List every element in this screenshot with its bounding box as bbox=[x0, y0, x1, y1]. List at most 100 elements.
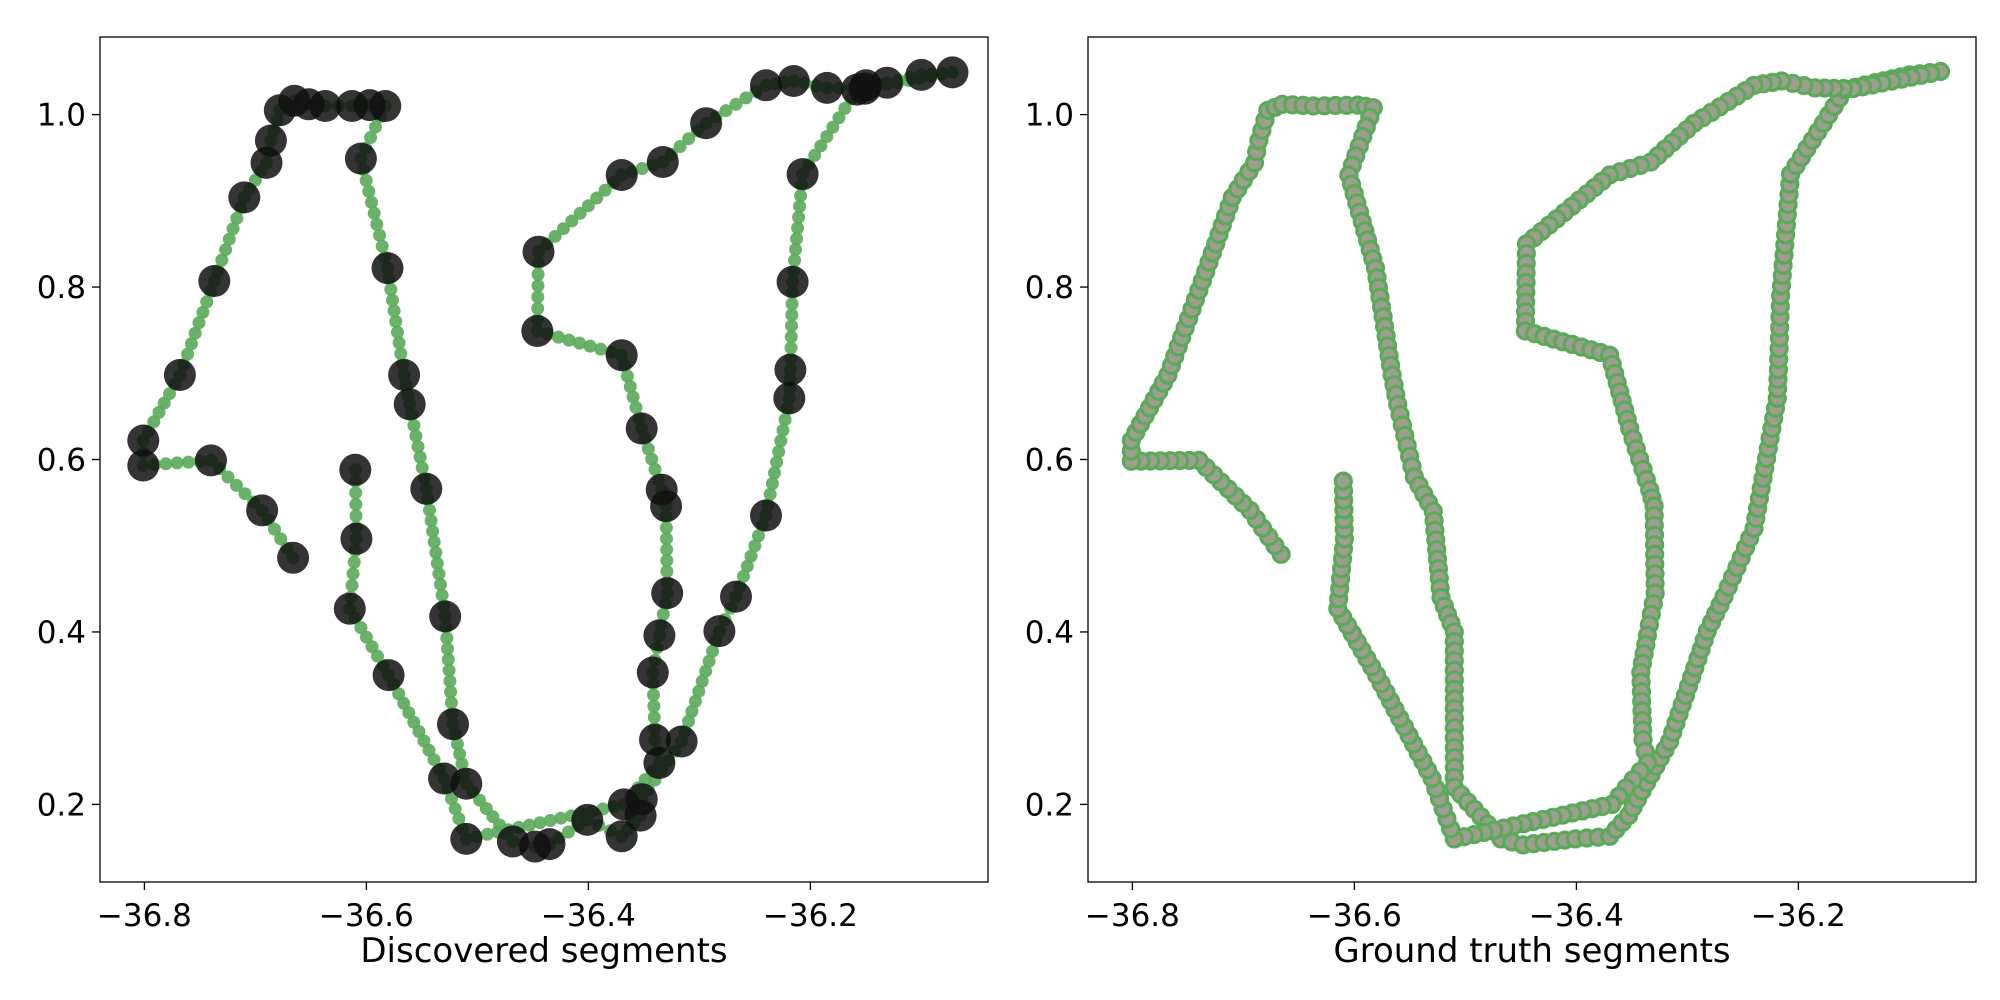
segment-point bbox=[607, 788, 640, 821]
track-point bbox=[763, 487, 777, 501]
track-point bbox=[238, 487, 252, 501]
track-point bbox=[648, 462, 662, 476]
track-point bbox=[740, 559, 754, 573]
y-tick-label: 0.8 bbox=[37, 270, 86, 306]
track-point bbox=[739, 91, 753, 105]
track-point bbox=[774, 434, 788, 448]
track-point bbox=[349, 486, 363, 500]
segment-point bbox=[163, 359, 196, 391]
track-point bbox=[784, 341, 798, 355]
track-point bbox=[181, 347, 195, 361]
track-point bbox=[752, 529, 765, 543]
track-point bbox=[660, 543, 674, 557]
track-point bbox=[660, 564, 674, 578]
plot-area-ground-truth bbox=[1121, 61, 1951, 855]
y-tick-label: 0.4 bbox=[37, 615, 86, 651]
segment-point bbox=[277, 541, 310, 574]
track-point bbox=[415, 461, 429, 475]
segment-point bbox=[429, 600, 462, 633]
track-point bbox=[359, 630, 373, 644]
segment-point bbox=[750, 69, 782, 102]
track-point bbox=[659, 521, 673, 535]
track-point bbox=[551, 330, 565, 344]
segment-point bbox=[195, 444, 227, 477]
track-point bbox=[445, 792, 458, 806]
track-point bbox=[423, 503, 436, 517]
track-point bbox=[770, 455, 784, 469]
track-point bbox=[411, 440, 425, 454]
track-point bbox=[548, 229, 562, 243]
track-point bbox=[565, 214, 579, 228]
segment-point bbox=[344, 142, 377, 175]
track-point bbox=[435, 588, 449, 602]
track-point bbox=[785, 297, 799, 311]
ticks-discovered: −36.8 −36.6 −36.4 −36.2 0.2 0.4 0.6 0.8 1.0 bbox=[37, 98, 858, 934]
segment-point bbox=[665, 725, 698, 758]
track-point bbox=[629, 401, 643, 414]
track-point bbox=[441, 653, 455, 666]
track-point bbox=[369, 120, 382, 134]
track-point bbox=[682, 714, 695, 728]
track-point bbox=[450, 737, 464, 751]
track-point bbox=[346, 567, 360, 581]
track-point bbox=[533, 816, 547, 830]
segment-point bbox=[643, 747, 676, 779]
track-point bbox=[221, 470, 235, 484]
track-point bbox=[554, 811, 568, 825]
segment-point bbox=[646, 146, 679, 178]
segment-point bbox=[776, 265, 809, 298]
track-point bbox=[719, 104, 733, 118]
track-point bbox=[522, 818, 536, 832]
track-point bbox=[426, 524, 440, 538]
track-point bbox=[432, 567, 446, 581]
x-tick-label: −36.4 bbox=[1529, 898, 1624, 934]
track-point bbox=[792, 210, 806, 224]
track-point bbox=[200, 295, 214, 309]
segment-point bbox=[777, 65, 810, 97]
track-point bbox=[384, 283, 398, 296]
segment-point bbox=[605, 339, 638, 372]
track-point bbox=[442, 663, 456, 677]
track-point bbox=[778, 413, 792, 427]
track-point bbox=[768, 466, 781, 480]
segment-point bbox=[428, 762, 461, 795]
ticks-ground-truth: −36.8 −36.6 −36.4 −36.2 0.2 0.4 0.6 0.8 1.0 bbox=[1025, 98, 1846, 934]
plot-area-discovered bbox=[127, 56, 969, 863]
track-point bbox=[790, 232, 804, 246]
track-point bbox=[692, 684, 706, 698]
track-point bbox=[656, 607, 670, 621]
track-point bbox=[695, 674, 709, 688]
track-point bbox=[641, 442, 655, 456]
track-point bbox=[838, 101, 852, 115]
track-point bbox=[364, 131, 378, 144]
segment-point bbox=[369, 90, 402, 122]
segment-point bbox=[605, 820, 638, 853]
track-point bbox=[573, 206, 587, 220]
track-point bbox=[440, 631, 454, 645]
track-point bbox=[620, 369, 634, 383]
track-point bbox=[424, 514, 438, 528]
x-tick-label: −36.8 bbox=[97, 898, 192, 934]
segment-point bbox=[936, 56, 969, 89]
track-point bbox=[794, 189, 808, 203]
track-point bbox=[268, 522, 281, 536]
track-point bbox=[598, 183, 612, 197]
track-point bbox=[453, 747, 467, 761]
segment-point bbox=[651, 577, 684, 610]
track-point bbox=[371, 649, 384, 663]
track-point bbox=[814, 139, 828, 153]
track-point bbox=[389, 315, 403, 328]
x-tick-label: −36.4 bbox=[541, 898, 636, 934]
track-point bbox=[660, 532, 673, 546]
segment-point bbox=[309, 90, 342, 122]
track-point bbox=[230, 211, 244, 225]
x-axis-label-ground-truth: Ground truth segments bbox=[1333, 931, 1730, 971]
track-point bbox=[452, 812, 466, 826]
segment-point bbox=[773, 382, 806, 415]
track-point bbox=[793, 199, 807, 213]
track-point bbox=[531, 279, 545, 293]
track-point bbox=[820, 130, 834, 143]
track-point bbox=[373, 228, 386, 242]
track-point bbox=[744, 549, 758, 563]
track-point bbox=[430, 556, 444, 570]
